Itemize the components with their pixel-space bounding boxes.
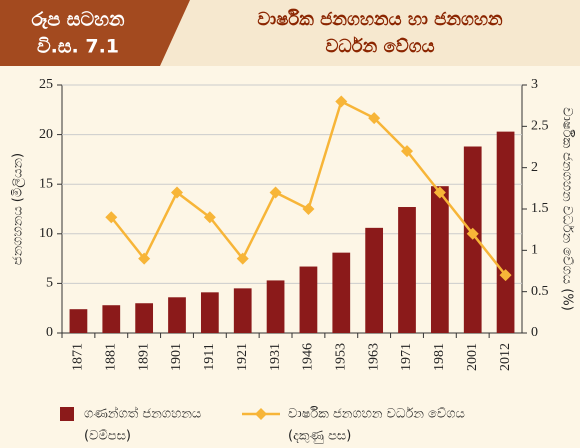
x-tick-label: 1871	[71, 343, 86, 371]
y2-tick-label: 0.5	[531, 284, 549, 299]
legend-label: ගණන්ගත් ජනගහනය	[84, 405, 201, 421]
bar	[398, 207, 416, 333]
x-tick-label: 1946	[301, 343, 316, 371]
y2-tick-label: 1.5	[531, 201, 549, 216]
legend-swatch	[60, 407, 74, 421]
marker	[171, 186, 183, 199]
bar	[233, 288, 252, 333]
marker	[236, 252, 249, 265]
bar	[266, 280, 285, 333]
y-tick-label: 20	[39, 127, 53, 142]
y2-tick-label: 2	[531, 160, 538, 175]
marker	[368, 112, 381, 125]
x-tick-label: 1931	[268, 343, 283, 371]
y-tick-label: 0	[46, 325, 53, 340]
marker	[302, 203, 315, 215]
y-axis-label: ජනගහනය (මිලියන)	[11, 153, 26, 265]
marker	[433, 186, 446, 199]
bar	[332, 252, 351, 333]
marker	[335, 95, 348, 108]
y2-tick-label: 2.5	[531, 119, 549, 134]
x-tick-label: 1953	[334, 343, 349, 371]
legend-note: (වම්පස)	[84, 429, 131, 444]
x-tick-label: 2012	[498, 343, 513, 371]
y2-tick-label: 3	[531, 77, 538, 92]
bar	[299, 266, 318, 333]
bar	[69, 309, 88, 333]
bar	[102, 305, 121, 333]
marker	[203, 211, 216, 224]
x-tick-label: 1891	[136, 343, 151, 371]
x-tick-label: 1881	[104, 343, 119, 371]
bar	[135, 303, 154, 333]
x-tick-label: 2001	[465, 343, 480, 371]
y-tick-label: 25	[39, 77, 53, 92]
bar	[168, 297, 186, 333]
bar	[496, 131, 515, 333]
header-label: වි.ස. 7.1	[37, 36, 119, 58]
y-tick-label: 10	[39, 226, 53, 241]
marker	[269, 186, 282, 199]
marker	[138, 252, 151, 265]
y-tick-label: 15	[39, 176, 53, 191]
bar	[430, 186, 449, 333]
x-tick-label: 1901	[169, 343, 184, 371]
y-tick-label: 5	[46, 276, 53, 291]
legend-note: (දකුණු පස)	[288, 429, 351, 444]
marker	[499, 269, 512, 282]
x-tick-label: 1921	[235, 343, 250, 371]
bar	[200, 292, 219, 333]
marker	[401, 145, 413, 158]
marker	[466, 227, 479, 240]
y2-axis-label: වාර්ෂික ජනගහන වර්ධන වේගය (%)	[560, 107, 576, 311]
header-box	[0, 0, 190, 66]
legend-swatch	[255, 408, 267, 420]
x-tick-label: 1981	[432, 343, 447, 371]
bar	[365, 227, 384, 333]
marker	[105, 211, 118, 224]
chart-title: වාර්ෂික ජනගහනය හා ජනගහන	[257, 8, 503, 30]
x-tick-label: 1963	[366, 343, 381, 371]
x-tick-label: 1911	[202, 343, 217, 370]
header-label: රූප සටහන	[31, 9, 125, 31]
chart-title: වර්ධන වේගය	[325, 35, 434, 57]
y2-tick-label: 0	[531, 325, 538, 340]
legend-label: වාර්ෂික ජනගහන වර්ධන වේගය	[288, 406, 465, 422]
y2-tick-label: 1	[531, 243, 538, 258]
x-tick-label: 1971	[399, 343, 414, 371]
